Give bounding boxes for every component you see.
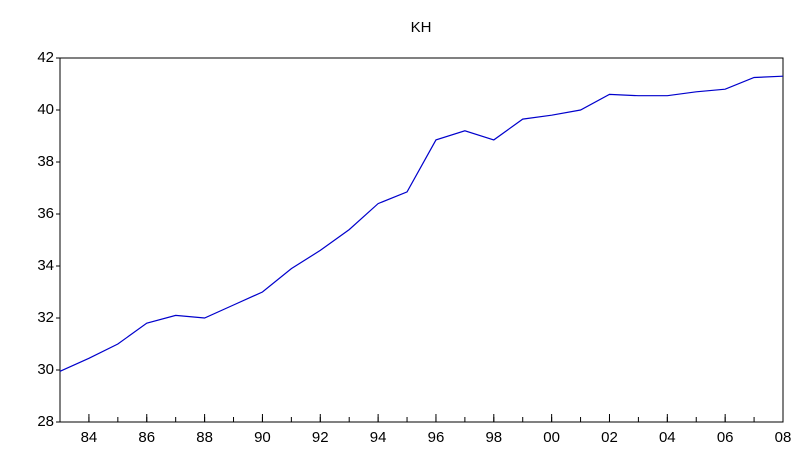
x-tick-label: 98 [485,429,502,446]
plot-frame [59,57,784,423]
y-tick-label: 28 [37,413,54,430]
x-tick-label: 88 [196,429,213,446]
x-tick-label: 96 [428,429,445,446]
y-tick-label: 42 [37,49,54,66]
x-tick-label: 94 [370,429,387,446]
x-tick-label: 90 [254,429,271,446]
y-tick-label: 40 [37,101,54,118]
x-tick-label: 92 [312,429,329,446]
x-tick-label: 08 [775,429,792,446]
chart-title: KH [411,19,432,36]
y-tick-label: 30 [37,361,54,378]
x-tick-label: 86 [138,429,155,446]
x-tick-label: 04 [659,429,676,446]
y-tick-label: 38 [37,153,54,170]
y-tick-label: 34 [37,257,54,274]
x-tick-label: 06 [717,429,734,446]
data-line [59,75,784,372]
y-tick-label: 36 [37,205,54,222]
x-tick-label: 02 [601,429,618,446]
y-tick-label: 32 [37,309,54,326]
x-tick-label: 84 [81,429,98,446]
x-tick-label: 00 [543,429,560,446]
